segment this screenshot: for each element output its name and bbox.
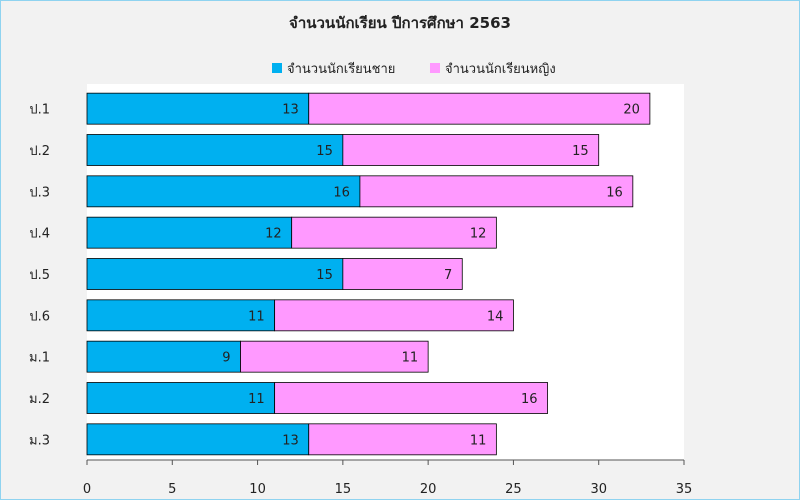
data-label: 16 xyxy=(333,185,350,200)
legend-label: จำนวนนักเรียนชาย xyxy=(287,61,395,77)
bar-female-7 xyxy=(240,340,429,373)
bar-female-8 xyxy=(274,382,548,414)
bar-female-5 xyxy=(342,258,463,290)
chart-title: จำนวนนักเรียน ปีการศึกษา 2563 xyxy=(289,14,511,32)
data-label: 20 xyxy=(623,103,640,118)
bar-male-1 xyxy=(86,92,310,125)
x-tick-label: 20 xyxy=(420,482,437,497)
bar-male-3 xyxy=(86,175,361,208)
bar-female-4 xyxy=(291,216,497,249)
x-tick-label: 15 xyxy=(335,482,352,497)
category-label: ป.6 xyxy=(29,309,50,324)
category-label: ม.3 xyxy=(29,433,50,448)
bar-male-5 xyxy=(86,258,344,290)
bar-female-9 xyxy=(308,423,497,456)
data-label: 16 xyxy=(606,185,623,200)
category-label: ป.2 xyxy=(29,144,50,159)
x-tick-label: 35 xyxy=(676,482,693,497)
data-label: 12 xyxy=(470,227,487,242)
bar-female-1 xyxy=(308,92,651,125)
data-label: 13 xyxy=(282,103,299,118)
data-label: 9 xyxy=(222,351,230,366)
bar-male-4 xyxy=(86,216,293,249)
data-label: 12 xyxy=(265,227,282,242)
x-tick-label: 10 xyxy=(249,482,266,497)
category-label: ป.4 xyxy=(29,227,50,242)
x-tick-label: 5 xyxy=(168,482,176,497)
data-label: 15 xyxy=(316,268,333,283)
category-label: ป.1 xyxy=(29,103,50,118)
data-label: 14 xyxy=(487,309,504,324)
bar-male-9 xyxy=(86,423,310,456)
data-label: 13 xyxy=(282,433,299,448)
data-label: 11 xyxy=(402,351,419,366)
category-label: ม.1 xyxy=(29,351,50,366)
data-label: 15 xyxy=(572,144,589,159)
data-label: 11 xyxy=(248,309,265,324)
data-label: 7 xyxy=(444,268,452,283)
bar-male-2 xyxy=(86,134,344,166)
data-label: 15 xyxy=(316,144,333,159)
data-label: 11 xyxy=(248,392,265,407)
category-label: ม.2 xyxy=(29,392,50,407)
legend-swatch-male xyxy=(272,63,282,73)
data-label: 16 xyxy=(521,392,538,407)
data-label: 11 xyxy=(470,433,487,448)
legend-swatch-female xyxy=(430,63,440,73)
bar-female-3 xyxy=(359,175,634,208)
category-label: ป.3 xyxy=(29,185,50,200)
legend-label: จำนวนนักเรียนหญิง xyxy=(445,61,556,77)
plot-area: 13 20 ป.1 15 15 ป.2 16 16 ป.3 12 12 ป.4 15 7 ป.5 11 14 ป.… xyxy=(29,84,692,497)
bar-male-7 xyxy=(86,340,241,373)
category-label: ป.5 xyxy=(29,268,50,283)
bar-male-8 xyxy=(86,382,276,414)
x-tick-label: 30 xyxy=(590,482,607,497)
legend: จำนวนนักเรียนชาย จำนวนนักเรียนหญิง xyxy=(272,61,556,77)
bar-female-6 xyxy=(274,299,514,332)
bar-male-6 xyxy=(86,299,276,332)
x-tick-label: 25 xyxy=(505,482,522,497)
x-tick-label: 0 xyxy=(83,482,91,497)
bar-female-2 xyxy=(342,134,600,166)
